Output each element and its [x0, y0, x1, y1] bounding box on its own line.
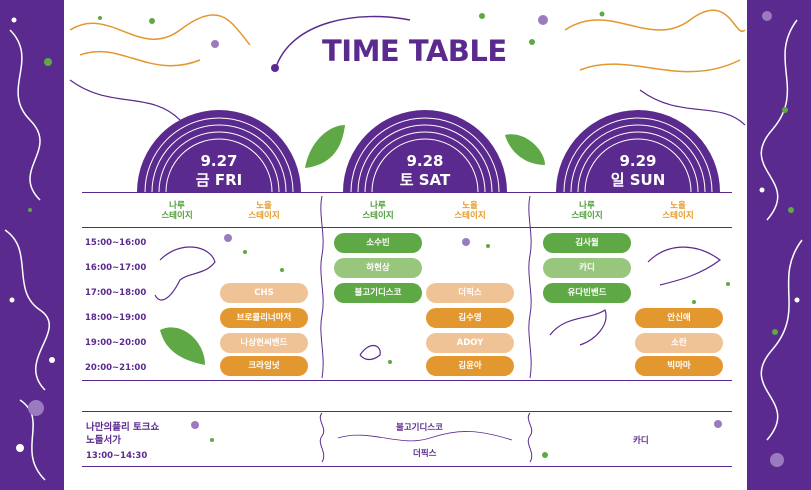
stage-label-line2: 스테이지 [161, 211, 193, 221]
talk-sun-guest-1: 카디 [633, 436, 649, 446]
sun-noeul-performer-1: 안신애 [635, 308, 723, 328]
header-divider [82, 192, 732, 193]
stage-label-line2: 스테이지 [248, 211, 280, 221]
fri-record-arc [137, 110, 301, 193]
sat-weekday: 토 SAT [399, 171, 451, 189]
fri-noeul-stage-label: 노을 스테이지 [229, 201, 299, 221]
sun-record-arc [556, 110, 720, 193]
sat-noeul-stage-label: 노을 스테이지 [435, 201, 505, 221]
schedule-bottom-divider [82, 380, 732, 381]
time-slot-4: 18:00~19:00 [85, 313, 147, 323]
stage-label-line2: 스테이지 [662, 211, 694, 221]
talk-top-divider [82, 411, 732, 412]
sat-noeul-performer-4: 김윤아 [426, 356, 514, 376]
time-slot-6: 20:00~21:00 [85, 363, 147, 373]
sat-noeul-performer-2: 김수영 [426, 308, 514, 328]
stage-label-line1: 노을 [462, 201, 478, 211]
stage-label-line1: 나루 [370, 201, 386, 211]
fri-noeul-performer-2: 브로콜리너마저 [220, 308, 308, 328]
fri-noeul-performer-3: 나상현씨밴드 [220, 333, 308, 353]
fri-weekday: 금 FRI [195, 171, 243, 189]
fri-date: 9.27 [200, 152, 238, 170]
stage-label-line2: 스테이지 [454, 211, 486, 221]
sun-noeul-performer-3: 빅마마 [635, 356, 723, 376]
stage-label-line2: 스테이지 [571, 211, 603, 221]
sat-naru-performer-2: 하현상 [334, 258, 422, 278]
sun-date: 9.29 [619, 152, 657, 170]
fri-noeul-performer-4: 크라잉넛 [220, 356, 308, 376]
fri-naru-stage-label: 나루 스테이지 [142, 201, 212, 221]
sun-naru-performer-3: 유다빈밴드 [543, 283, 631, 303]
sun-noeul-stage-label: 노을 스테이지 [643, 201, 713, 221]
stage-label-line1: 노을 [670, 201, 686, 211]
sat-naru-stage-label: 나루 스테이지 [343, 201, 413, 221]
sat-noeul-performer-3: ADOY [426, 333, 514, 353]
talk-bottom-divider [82, 466, 732, 467]
left-decor-panel [0, 0, 64, 490]
right-decor-panel [747, 0, 811, 490]
sat-naru-performer-3: 불고기디스코 [334, 283, 422, 303]
sun-weekday: 일 SUN [610, 171, 666, 189]
talk-show-venue: 노들서가 [86, 435, 121, 446]
talk-sat-guest-1: 불고기디스코 [396, 423, 443, 433]
stage-label-line1: 노을 [256, 201, 272, 211]
right-swirl-decoration [759, 11, 803, 467]
sun-naru-performer-2: 카디 [543, 258, 631, 278]
sat-noeul-performer-1: 더픽스 [426, 283, 514, 303]
talk-sat-guest-2: 더픽스 [413, 449, 437, 459]
stage-divider [82, 227, 732, 228]
sat-record-arc [343, 110, 507, 193]
stage-label-line1: 나루 [169, 201, 185, 211]
stage-label-line2: 스테이지 [362, 211, 394, 221]
stage-label-line1: 나루 [579, 201, 595, 211]
sun-naru-performer-1: 김사월 [543, 233, 631, 253]
time-slot-2: 16:00~17:00 [85, 263, 147, 273]
talk-show-time: 13:00~14:30 [86, 451, 148, 461]
talk-show-title: 나만의플리 토크쇼 [86, 422, 160, 433]
page-title: TIME TABLE [322, 34, 507, 68]
left-swirl-decoration [4, 17, 55, 481]
sun-noeul-performer-2: 소란 [635, 333, 723, 353]
sat-naru-performer-1: 소수빈 [334, 233, 422, 253]
time-slot-3: 17:00~18:00 [85, 288, 147, 298]
time-slot-1: 15:00~16:00 [85, 238, 147, 248]
fri-noeul-performer-1: CHS [220, 283, 308, 303]
sun-naru-stage-label: 나루 스테이지 [552, 201, 622, 221]
sat-date: 9.28 [406, 152, 444, 170]
time-slot-5: 19:00~20:00 [85, 338, 147, 348]
